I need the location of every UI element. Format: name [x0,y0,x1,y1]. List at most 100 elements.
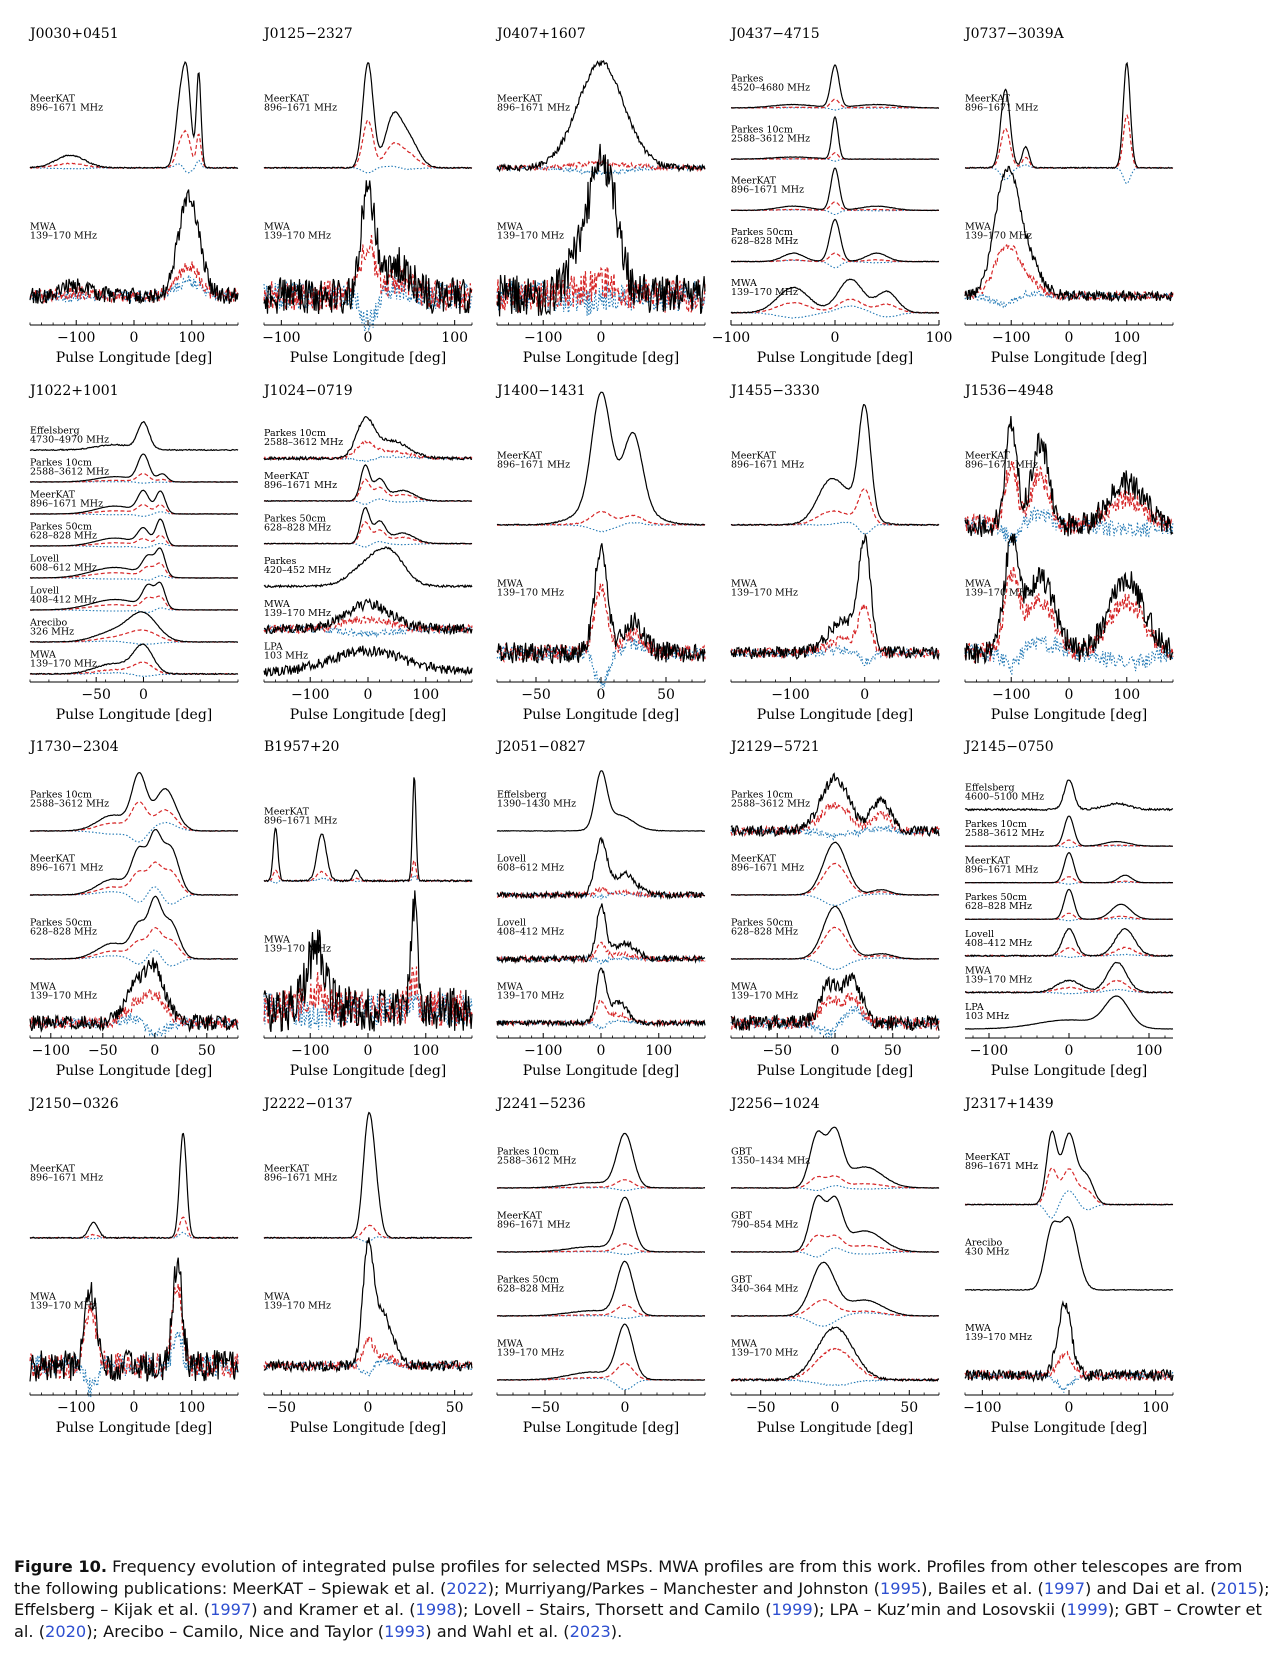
profile-frequency-label: 2588–3612 MHz [731,134,810,145]
panel-title: J2241−5236 [495,1096,586,1112]
profile-telescope-label: Parkes 10cm [731,790,793,801]
x-tick-label: −100 [57,1400,95,1416]
series-linear-line [964,460,1174,534]
series-linear-line [730,1234,940,1253]
caption-ref[interactable]: 2022 [446,1578,488,1598]
x-tick-label: 0 [364,1400,373,1416]
caption-ref[interactable]: 2015 [1216,1578,1258,1598]
series-total-line [964,1215,1174,1291]
caption-ref[interactable]: 1993 [384,1621,426,1641]
profile-frequency-label: 139–170 MHz [264,608,331,619]
x-tick-label: 0 [831,1400,840,1416]
series-linear-line [263,235,473,311]
series-linear-line [964,1350,1174,1382]
x-axis-label: Pulse Longitude [deg] [56,350,213,366]
profile-frequency-label: 139–170 MHz [264,1300,331,1311]
profile-telescope-label: Parkes 50cm [497,1275,559,1286]
profile-telescope-label: MeerKAT [264,471,310,482]
series-linear-line [730,298,940,314]
profile-frequency-label: 408–412 MHz [30,594,97,605]
caption-ref[interactable]: 1997 [1043,1578,1086,1598]
profile-frequency-label: 340–364 MHz [731,1284,798,1295]
figure-caption: Figure 10. Frequency evolution of integr… [14,1556,1270,1642]
series-total-line [964,815,1173,847]
profile-frequency-label: 896–1671 MHz [30,102,103,113]
profile-telescope-label: Parkes 50cm [264,513,326,524]
profile-telescope-label: MeerKAT [965,856,1011,867]
series-total-line [730,1326,940,1383]
series-total-line [29,421,239,452]
profile-frequency-label: 896–1671 MHz [965,1161,1038,1172]
series-total-line [730,905,940,960]
profile-frequency-label: 1350–1434 MHz [731,1156,810,1167]
caption-ref[interactable]: 1998 [415,1600,457,1619]
series-circular-line [730,305,940,319]
x-tick-label: −50 [267,1400,297,1416]
series-total-line [263,777,473,883]
x-tick-label: 0 [364,330,373,346]
panel-title: J0737−3039A [963,26,1065,42]
caption-ref[interactable]: 1997 [210,1600,252,1619]
x-axis-label: Pulse Longitude [deg] [290,1063,447,1079]
caption-ref[interactable]: 2020 [45,1621,87,1641]
caption-text: ) and Kramer et al. ( [251,1600,416,1619]
series-linear-line [964,946,1173,958]
profile-telescope-label: Effelsberg [30,425,80,436]
profile-telescope-label: MeerKAT [965,1152,1011,1163]
profile-telescope-label: MWA [731,578,757,589]
x-tick-label: 0 [621,1400,630,1416]
x-axis-label: Pulse Longitude [deg] [523,1420,680,1436]
series-total-line [30,643,239,676]
series-total-line [263,546,473,589]
series-total-line [29,1132,239,1240]
series-circular-line [496,280,706,316]
profile-frequency-label: 139–170 MHz [497,1348,564,1359]
profile-telescope-label: Effelsberg [497,790,547,801]
series-total-line [496,143,706,317]
x-axis-label: Pulse Longitude [deg] [290,1420,447,1436]
profile-telescope-label: Lovell [497,918,526,929]
profile-telescope-label: MWA [30,221,56,232]
profile-telescope-label: GBT [731,1211,753,1222]
caption-text: ); Effelsberg – Kijak et al. ( [14,1578,1270,1620]
caption-ref[interactable]: 1999 [1066,1600,1108,1619]
profile-telescope-label: MWA [264,934,290,945]
x-tick-label: 0 [1065,1043,1074,1059]
series-total-line [29,189,239,305]
x-tick-label: 0 [597,687,606,703]
series-total-line [496,1132,705,1189]
profile-frequency-label: 420–452 MHz [264,565,331,576]
series-linear-line [964,912,1174,921]
caption-ref[interactable]: 1995 [879,1578,922,1598]
panel-title: J2150−0326 [28,1096,119,1112]
series-circular-line [730,521,940,535]
panel-title: J0125−2327 [262,26,353,42]
series-total-line [496,1196,705,1253]
series-total-line [964,851,1174,884]
series-total-line [263,507,473,545]
caption-ref[interactable]: 2023 [569,1621,611,1641]
profile-telescope-label: MWA [497,1339,523,1350]
profile-telescope-label: Parkes [264,556,297,567]
profile-telescope-label: MeerKAT [30,489,76,500]
profile-frequency-label: 326 MHz [30,626,74,637]
profile-frequency-label: 896–1671 MHz [497,1220,570,1231]
series-linear-line [496,998,706,1027]
profile-frequency-label: 4730–4970 MHz [30,434,109,445]
profile-telescope-label: Parkes 10cm [965,819,1027,830]
x-axis-label: Pulse Longitude [deg] [757,350,914,366]
x-tick-label: 0 [860,687,869,703]
x-tick-label: −50 [762,1043,792,1059]
caption-ref[interactable]: 1999 [771,1600,813,1619]
caption-label: Figure 10. [14,1557,107,1576]
series-total-line [263,890,473,1033]
series-total-line [263,61,473,170]
x-axis-label: Pulse Longitude [deg] [56,707,213,723]
profile-frequency-label: 139–170 MHz [30,230,97,241]
profile-telescope-label: Parkes [731,73,764,84]
series-linear-line [730,487,940,526]
profile-telescope-label: MWA [731,982,757,993]
